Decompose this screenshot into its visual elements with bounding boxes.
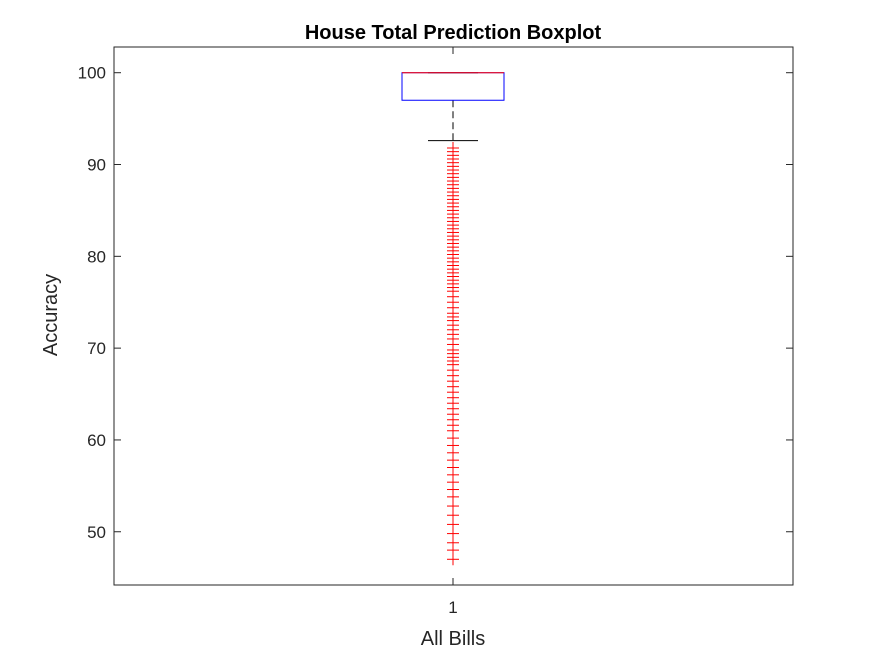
box-group xyxy=(401,72,505,142)
y-tick-label: 60 xyxy=(87,431,106,450)
y-tick-label: 100 xyxy=(78,64,106,83)
box-iqr xyxy=(401,72,505,101)
y-tick-label: 70 xyxy=(87,339,106,358)
y-axis: 50 60 70 80 90 100 xyxy=(78,64,793,542)
y-tick-label: 50 xyxy=(87,523,106,542)
y-tick-label: 80 xyxy=(87,247,106,266)
chart-title: House Total Prediction Boxplot xyxy=(305,22,602,44)
outlier-markers xyxy=(447,141,459,566)
x-tick-label: 1 xyxy=(448,598,457,617)
x-axis-label: All Bills xyxy=(421,628,485,650)
y-axis-label: Accuracy xyxy=(40,274,62,356)
outlier-marker xyxy=(447,553,459,566)
x-axis: 1 xyxy=(448,47,458,617)
y-tick-label: 90 xyxy=(87,156,106,175)
